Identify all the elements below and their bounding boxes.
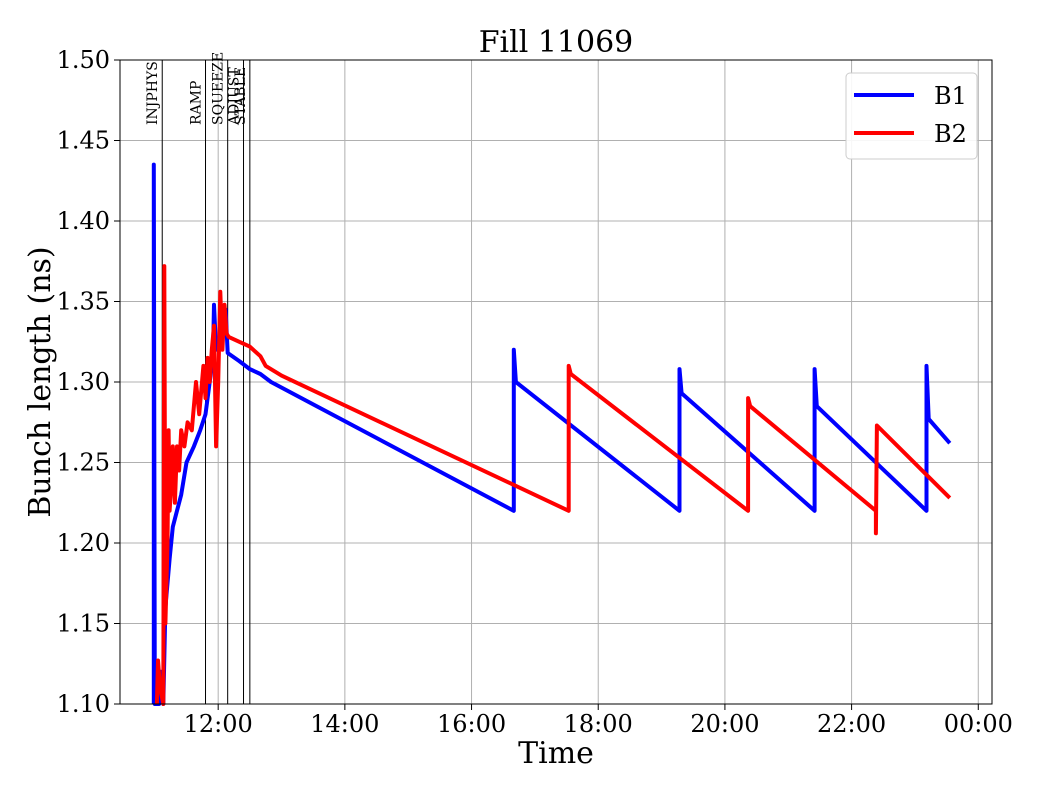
x-tick-label: 14:00 (310, 710, 379, 738)
y-tick-label: 1.50 (57, 46, 110, 74)
phase-label-adjust: ADJUST (227, 67, 243, 126)
y-tick-label: 1.15 (57, 610, 110, 638)
phase-label-injphys: INJPHYS (145, 61, 161, 125)
y-tick-label: 1.25 (57, 449, 110, 477)
legend-label-b1: B1 (934, 82, 967, 110)
x-axis-ticks: 12:00 14:00 16:00 18:00 20:00 22:00 00:00 (184, 704, 1013, 738)
y-axis-label: Bunch length (ns) (23, 246, 58, 517)
y-tick-label: 1.40 (57, 207, 110, 235)
legend: B1 B2 (845, 72, 978, 160)
legend-label-b2: B2 (934, 120, 967, 148)
x-tick-label: 12:00 (184, 710, 253, 738)
y-tick-label: 1.10 (57, 690, 110, 718)
x-axis-label: Time (518, 736, 594, 771)
y-tick-label: 1.45 (57, 127, 110, 155)
y-tick-label: 1.35 (57, 288, 110, 316)
x-tick-label: 18:00 (564, 710, 633, 738)
chart-title: Fill 11069 (479, 25, 634, 60)
grid-lines (120, 59, 992, 705)
x-tick-label: 16:00 (437, 710, 506, 738)
phase-label-stable: STABLE (233, 67, 249, 125)
x-tick-label: 00:00 (944, 710, 1013, 738)
phase-label-ramp: RAMP (189, 81, 205, 125)
phase-label-squeeze: SQUEEZE (211, 52, 227, 125)
series-line-b2 (154, 264, 952, 706)
series-layer (151, 162, 952, 706)
x-tick-label: 22:00 (817, 710, 886, 738)
y-tick-label: 1.30 (57, 368, 110, 396)
x-tick-label: 20:00 (690, 710, 759, 738)
y-tick-label: 1.20 (57, 529, 110, 557)
y-axis-ticks: 1.10 1.15 1.20 1.25 1.30 1.35 1.40 1.45 1.50 (57, 46, 120, 718)
